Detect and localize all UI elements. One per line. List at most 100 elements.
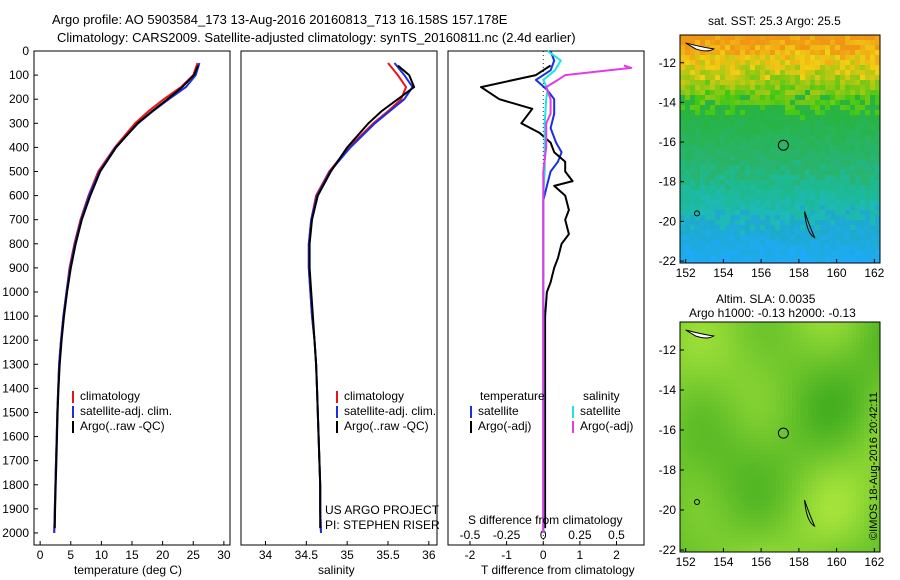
sst-cell	[705, 255, 710, 260]
sst-cell	[860, 40, 865, 45]
map-x-tick-label: 154	[713, 555, 733, 569]
sla-cell	[692, 462, 696, 466]
sla-cell	[816, 418, 820, 422]
sst-cell	[715, 95, 720, 100]
sla-cell	[680, 510, 684, 514]
sst-cell	[780, 140, 785, 145]
sst-cell	[790, 205, 795, 210]
sla-cell	[872, 518, 876, 522]
sla-cell	[712, 514, 716, 518]
sst-cell	[695, 220, 700, 225]
sla-cell	[680, 350, 684, 354]
sla-cell	[748, 450, 752, 454]
sla-cell	[796, 430, 800, 434]
sla-cell	[720, 538, 724, 542]
sla-cell	[724, 422, 728, 426]
sla-cell	[712, 450, 716, 454]
sst-cell	[780, 235, 785, 240]
sla-cell	[688, 490, 692, 494]
sla-cell	[684, 466, 688, 470]
sla-cell	[832, 482, 836, 486]
sla-cell	[756, 462, 760, 466]
sst-cell	[800, 120, 805, 125]
sla-cell	[760, 550, 764, 552]
sla-cell	[752, 514, 756, 518]
sla-cell	[840, 406, 844, 410]
sst-cell	[865, 245, 870, 250]
sla-cell	[864, 382, 868, 386]
sst-cell	[870, 160, 875, 165]
sst-cell	[735, 220, 740, 225]
sla-cell	[860, 530, 864, 534]
sla-cell	[844, 458, 848, 462]
sla-cell	[832, 382, 836, 386]
sla-cell	[760, 362, 764, 366]
sla-cell	[680, 514, 684, 518]
sla-cell	[828, 438, 832, 442]
sla-cell	[792, 478, 796, 482]
sst-cell	[760, 260, 765, 263]
sst-cell	[720, 175, 725, 180]
sla-cell	[820, 422, 824, 426]
sla-cell	[768, 398, 772, 402]
sla-cell	[784, 546, 788, 550]
sst-cell	[860, 235, 865, 240]
sla-cell	[808, 538, 812, 542]
sst-cell	[680, 105, 685, 110]
sla-cell	[688, 386, 692, 390]
sst-cell	[790, 75, 795, 80]
sla-cell	[756, 354, 760, 358]
sla-cell	[688, 322, 692, 326]
sst-cell	[855, 190, 860, 195]
sla-cell	[764, 522, 768, 526]
sst-cell	[685, 215, 690, 220]
sst-cell	[710, 260, 715, 263]
sla-cell	[756, 394, 760, 398]
sst-cell	[785, 155, 790, 160]
sst-cell	[875, 55, 880, 60]
sla-cell	[864, 506, 868, 510]
sla-cell	[744, 366, 748, 370]
sst-cell	[765, 80, 770, 85]
sla-cell	[692, 546, 696, 550]
sla-cell	[800, 434, 804, 438]
sst-cell	[725, 255, 730, 260]
sla-cell	[872, 370, 876, 374]
sla-cell	[840, 386, 844, 390]
legend-item-argo: Argo(..raw -QC)	[336, 419, 429, 433]
sla-cell	[804, 478, 808, 482]
sst-cell	[755, 140, 760, 145]
sla-cell	[708, 490, 712, 494]
sst-cell	[750, 250, 755, 255]
sla-cell	[868, 502, 872, 506]
sla-cell	[848, 410, 852, 414]
sla-cell	[840, 542, 844, 546]
sla-cell	[772, 530, 776, 534]
sst-cell	[735, 125, 740, 130]
sst-cell	[770, 260, 775, 263]
sla-cell	[700, 398, 704, 402]
sst-cell	[775, 230, 780, 235]
sla-cell	[696, 482, 700, 486]
sla-cell	[756, 322, 760, 326]
sla-cell	[724, 330, 728, 334]
sst-cell	[850, 130, 855, 135]
sla-cell	[860, 494, 864, 498]
sst-cell	[740, 260, 745, 263]
sla-cell	[844, 334, 848, 338]
map-y-tick-label: -22	[659, 254, 677, 268]
sst-cell	[740, 95, 745, 100]
sst-cell	[745, 155, 750, 160]
sla-cell	[792, 422, 796, 426]
sla-cell	[696, 454, 700, 458]
sla-cell	[864, 538, 868, 542]
sla-cell	[836, 334, 840, 338]
sla-cell	[792, 546, 796, 550]
sla-cell	[716, 442, 720, 446]
sla-cell	[692, 498, 696, 502]
series-line-climatology	[307, 62, 407, 534]
sla-cell	[844, 394, 848, 398]
sst-cell	[865, 85, 870, 90]
sst-cell	[750, 140, 755, 145]
sla-cell	[716, 358, 720, 362]
